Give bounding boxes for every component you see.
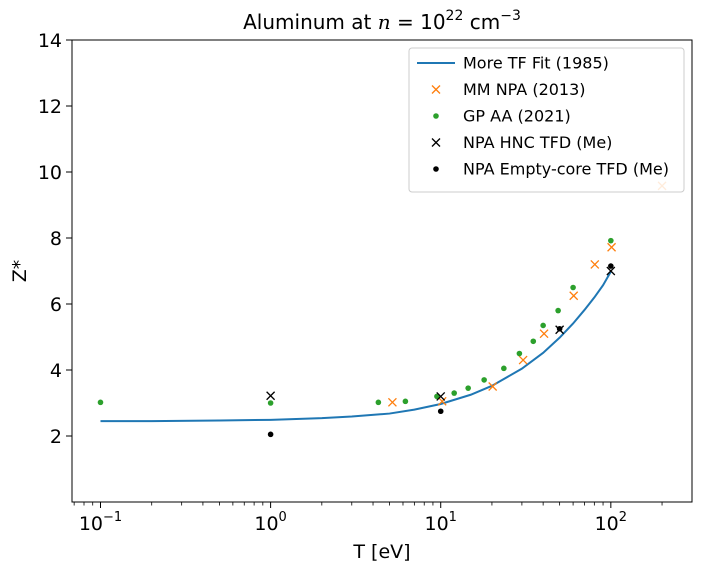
y-tick-label: 14 [38,30,62,52]
chart-title: Aluminum at n = 1022 cm−3 [243,8,521,34]
series-2 [97,237,614,406]
data-point [540,322,546,329]
y-tick-label: 8 [50,228,62,250]
data-point [556,325,563,332]
legend-label: More TF Fit (1985) [463,54,609,73]
data-point [590,259,600,269]
legend-item: NPA Empty-core TFD (Me) [433,160,669,179]
series-line [100,271,612,423]
legend-swatch [431,138,441,147]
data-point [402,398,409,405]
y-tick-label: 10 [38,162,62,184]
data-point [481,377,487,383]
y-axis-label: Z* [9,260,31,283]
axes-frame [71,39,693,503]
series-4 [267,263,614,438]
x-tick-label: 10−1 [79,510,122,535]
data-point [387,397,397,407]
data-point [555,307,561,314]
legend-swatch [433,113,439,119]
data-point [434,393,440,400]
y-tick-label: 2 [50,426,62,448]
x-tick-label: 101 [424,510,456,535]
data-point [488,382,498,391]
legend: More TF Fit (1985) MM NPA (2013) GP AA (20… [408,47,685,193]
data-point [608,263,614,269]
legend-label: GP AA (2021) [463,107,571,126]
data-point [606,266,616,276]
data-point [516,350,523,357]
data-point [97,399,104,406]
data-point [530,338,537,345]
data-point [569,291,579,301]
series-1 [387,181,667,407]
data-point [437,396,447,406]
legend-label: NPA Empty-core TFD (Me) [463,160,669,179]
y-axis-ticks: 2 4 6 8 10 12 14 [38,30,72,448]
data-point [437,408,444,415]
legend-swatch [433,166,439,172]
legend-label: MM NPA (2013) [463,80,586,99]
legend-item: GP AA (2021) [433,107,571,126]
x-tick-label: 102 [595,510,627,535]
data-point [267,400,274,406]
x-axis-ticks: 10−1 100 101 102 [73,502,663,535]
data-point [465,385,471,391]
data-point [266,391,276,401]
legend-item: MM NPA (2013) [431,80,586,99]
data-point [607,242,617,252]
plot-area [97,181,667,438]
data-point [267,431,274,438]
data-point [375,399,382,406]
data-point [570,284,576,291]
legend-item: NPA HNC TFD (Me) [431,133,612,152]
data-point [436,391,446,401]
series-3 [266,266,616,401]
data-point [518,355,528,365]
x-tick-label: 100 [254,510,286,535]
data-point [451,390,457,396]
series-0 [100,271,612,423]
legend-box [408,47,685,193]
y-tick-label: 4 [50,360,62,382]
y-tick-label: 6 [50,294,62,316]
legend-swatch [431,85,441,94]
x-axis-label: T [eV] [352,541,410,563]
legend-item: More TF Fit (1985) [417,54,609,73]
data-point [608,237,614,244]
data-point [501,365,507,372]
data-point [539,329,549,339]
legend-label: NPA HNC TFD (Me) [463,133,612,152]
y-tick-label: 12 [38,96,62,118]
